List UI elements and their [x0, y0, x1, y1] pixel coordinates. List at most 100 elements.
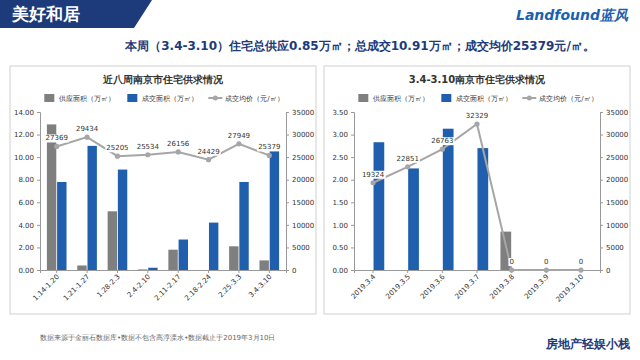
tick-label: 35000 — [606, 109, 628, 117]
marker — [544, 267, 549, 272]
label-patch — [543, 258, 549, 266]
tick-label: 2019.3.10 — [554, 273, 585, 304]
data-label: 26156 — [167, 140, 190, 148]
label-patch — [578, 258, 584, 266]
label-patch — [166, 140, 191, 148]
bar — [118, 170, 127, 270]
tick-mark — [269, 270, 270, 273]
x-axis: 1.14-1.201.21-1.271.28-2.32.4-2.102.11-2… — [32, 270, 287, 302]
tick-label: 2.00 — [18, 244, 34, 252]
legend-label: 供应面积（万㎡） — [59, 95, 115, 103]
tick-mark — [351, 157, 354, 158]
y2-axis: 05000100001500020000250003000035000 — [600, 109, 628, 275]
tick-label: 12.00 — [14, 131, 34, 139]
plot — [47, 124, 279, 270]
tick-mark — [351, 225, 354, 226]
tick-mark — [37, 180, 40, 181]
tick-label: 14.00 — [14, 109, 34, 117]
tick: 20000 — [286, 176, 314, 184]
tick-label: 2.18-2.24 — [183, 273, 213, 303]
logo: Landfound蓝风 — [516, 7, 629, 23]
tick: 1.14-1.20 — [32, 270, 61, 302]
label-patch — [45, 134, 69, 142]
x-axis: 2019.3.42019.3.52019.3.62019.3.72019.3.8… — [350, 270, 601, 304]
bar — [209, 223, 218, 270]
tick-mark — [178, 270, 179, 273]
tick-mark — [351, 270, 354, 271]
marker — [267, 153, 272, 158]
marker — [84, 135, 89, 140]
tick: 10000 — [286, 222, 314, 230]
tick-mark — [37, 270, 40, 271]
tick-label: 15000 — [292, 199, 314, 207]
legend-item: 供应面积（万㎡） — [358, 94, 429, 103]
tick-label: 2019.3.4 — [350, 273, 378, 301]
bar — [108, 211, 117, 270]
tick-mark — [351, 135, 354, 136]
chart: 3.4-3.10南京市住宅供求情况供应面积（万㎡）成交面积（万㎡）成交均价（元/… — [324, 66, 630, 314]
tick-mark — [147, 270, 148, 273]
data-label: 25205 — [106, 144, 128, 152]
tick-mark — [37, 225, 40, 226]
tick: 0 — [600, 267, 610, 275]
tick-label: 2.50 — [332, 154, 348, 162]
tick-label: 2019.3.6 — [419, 273, 447, 301]
tick: 1.00 — [332, 222, 354, 230]
tick: 2.00 — [18, 244, 40, 252]
tick: 1.50 — [332, 199, 354, 207]
tick: 6.00 — [18, 199, 40, 207]
tick: 2019.3.5 — [384, 270, 412, 301]
tick-label: 1.50 — [332, 199, 348, 207]
tick-mark — [407, 270, 408, 273]
bar — [77, 265, 86, 270]
tick-label: 1.21-1.27 — [62, 273, 91, 302]
tick-mark — [351, 180, 354, 181]
tick: 2.00 — [332, 176, 354, 184]
marker — [474, 121, 479, 126]
tick: 2019.3.8 — [488, 270, 516, 301]
brand: 房地产轻娱小栈 — [545, 337, 630, 351]
bar — [138, 269, 147, 271]
line — [373, 124, 581, 270]
legend-swatch — [213, 96, 218, 101]
tick: 25000 — [600, 154, 628, 162]
marker — [236, 141, 241, 146]
tick-label: 30000 — [292, 131, 314, 139]
bar — [179, 240, 188, 270]
tick-mark — [351, 247, 354, 248]
legend-label: 成交均价（元/㎡） — [539, 95, 597, 103]
bar — [374, 142, 385, 270]
tick: 4.00 — [18, 222, 40, 230]
bar — [239, 182, 248, 270]
tick-mark — [286, 112, 289, 113]
tick-label: 0 — [292, 267, 296, 275]
tick-label: 4.00 — [18, 222, 34, 230]
tick-mark — [373, 270, 374, 273]
bar — [148, 268, 157, 270]
tick: 0.50 — [332, 244, 354, 252]
headline: 本周（3.4-3.10）住宅总供应0.85万㎡；总成交10.91万㎡；成交均价2… — [124, 39, 595, 53]
axis-line — [41, 271, 287, 274]
marker — [509, 267, 514, 272]
data-label: 25534 — [137, 143, 160, 151]
tick: 2019.3.7 — [454, 270, 482, 301]
tick: 2.11-2.17 — [153, 270, 182, 302]
tick-label: 1.00 — [332, 222, 348, 230]
tick-label: 1.28-2.3 — [95, 273, 121, 299]
legend-label: 供应面积（万㎡） — [373, 95, 429, 103]
label-patch — [465, 112, 489, 120]
tick: 12.00 — [14, 131, 40, 139]
bar — [87, 146, 96, 270]
marker — [370, 180, 375, 185]
tick: 2019.3.4 — [350, 270, 378, 301]
tick-label: 2019.3.9 — [523, 273, 551, 301]
tick-label: 2.00 — [332, 176, 348, 184]
tick: 5000 — [286, 244, 310, 252]
data-label: 27369 — [46, 134, 68, 142]
y-axis: 0.000.501.001.502.002.503.003.50 — [332, 109, 354, 275]
tick-mark — [600, 112, 603, 113]
tick-label: 2.25-3.3 — [217, 273, 243, 299]
data-label: 26763 — [431, 137, 453, 145]
chart: 近八周南京市住宅供求情况供应面积（万㎡）成交面积（万㎡）成交均价（元/㎡）0.0… — [10, 66, 316, 314]
tick: 5000 — [600, 244, 624, 252]
